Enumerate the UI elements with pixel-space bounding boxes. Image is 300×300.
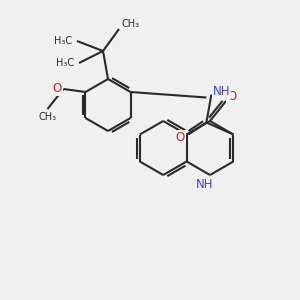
Text: NH: NH (196, 178, 214, 191)
Text: CH₃: CH₃ (122, 19, 140, 29)
Text: CH₃: CH₃ (38, 112, 56, 122)
Text: NH: NH (213, 85, 230, 98)
Text: H₃C: H₃C (54, 36, 72, 46)
Text: O: O (227, 89, 237, 103)
Text: H₃C: H₃C (56, 58, 74, 68)
Text: O: O (53, 82, 62, 95)
Text: O: O (176, 131, 185, 144)
